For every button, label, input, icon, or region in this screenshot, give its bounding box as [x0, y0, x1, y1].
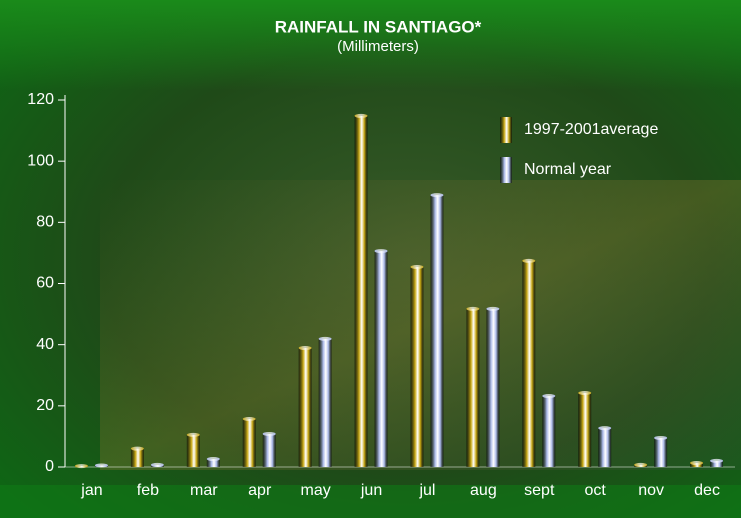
bar [374, 251, 388, 467]
bar [262, 433, 276, 467]
bar-cap [430, 193, 444, 198]
bar-cap [654, 435, 668, 440]
bar-cap [578, 390, 592, 395]
bar [206, 459, 220, 467]
bar [186, 434, 200, 467]
bar-cap [486, 306, 500, 311]
legend-label: Normal year [524, 161, 612, 178]
bar [710, 460, 724, 467]
background-top [0, 0, 741, 90]
bar-cap [598, 426, 612, 431]
bar-cap [410, 264, 424, 269]
legend-swatch [500, 117, 512, 143]
bar [130, 448, 144, 467]
bar [486, 308, 500, 467]
x-tick-label: mar [190, 482, 218, 499]
y-tick-label: 20 [36, 397, 54, 414]
bar-cap [94, 463, 108, 468]
bar [598, 428, 612, 467]
x-tick-label: dec [694, 482, 720, 499]
chart-title: RAINFALL IN SANTIAGO* [275, 17, 482, 36]
y-tick-label: 120 [27, 91, 54, 108]
bar-cap [710, 458, 724, 463]
x-tick-label: sept [524, 482, 555, 499]
bar-cap [318, 336, 332, 341]
x-tick-label: apr [248, 482, 272, 499]
bar [542, 396, 556, 467]
bar [578, 392, 592, 467]
bar [242, 418, 256, 467]
x-tick-label: feb [137, 482, 159, 499]
bar-cap [354, 113, 368, 118]
x-tick-label: aug [470, 482, 497, 499]
bar-cap [74, 464, 88, 469]
bar [410, 266, 424, 467]
bar-cap [262, 431, 276, 436]
bar [298, 348, 312, 467]
bar-cap [298, 346, 312, 351]
bar-cap [186, 432, 200, 437]
bar-cap [206, 457, 220, 462]
x-tick-label: oct [585, 482, 607, 499]
bar-cap [242, 416, 256, 421]
y-tick-label: 40 [36, 336, 54, 353]
legend-label: 1997-2001average [524, 121, 658, 138]
bar [654, 437, 668, 467]
x-tick-label: nov [638, 482, 664, 499]
bar [430, 195, 444, 467]
bar [522, 260, 536, 467]
x-tick-label: may [301, 482, 331, 499]
bar-cap [690, 461, 704, 466]
x-tick-label: jul [418, 482, 435, 499]
x-tick-label: jan [80, 482, 102, 499]
bar [354, 115, 368, 468]
bar-cap [130, 446, 144, 451]
legend-swatch [500, 157, 512, 183]
x-tick-label: jun [360, 482, 382, 499]
bar [318, 338, 332, 467]
bar-cap [522, 258, 536, 263]
chart-subtitle: (Millimeters) [337, 38, 419, 55]
background-bottom [0, 485, 741, 518]
y-tick-label: 0 [45, 458, 54, 475]
bar-cap [374, 249, 388, 254]
bar-cap [150, 462, 164, 467]
bar-cap [634, 462, 648, 467]
y-tick-label: 100 [27, 152, 54, 169]
bar-cap [542, 394, 556, 399]
y-tick-label: 60 [36, 275, 54, 292]
bar-cap [466, 306, 480, 311]
bar [466, 308, 480, 467]
y-tick-label: 80 [36, 214, 54, 231]
